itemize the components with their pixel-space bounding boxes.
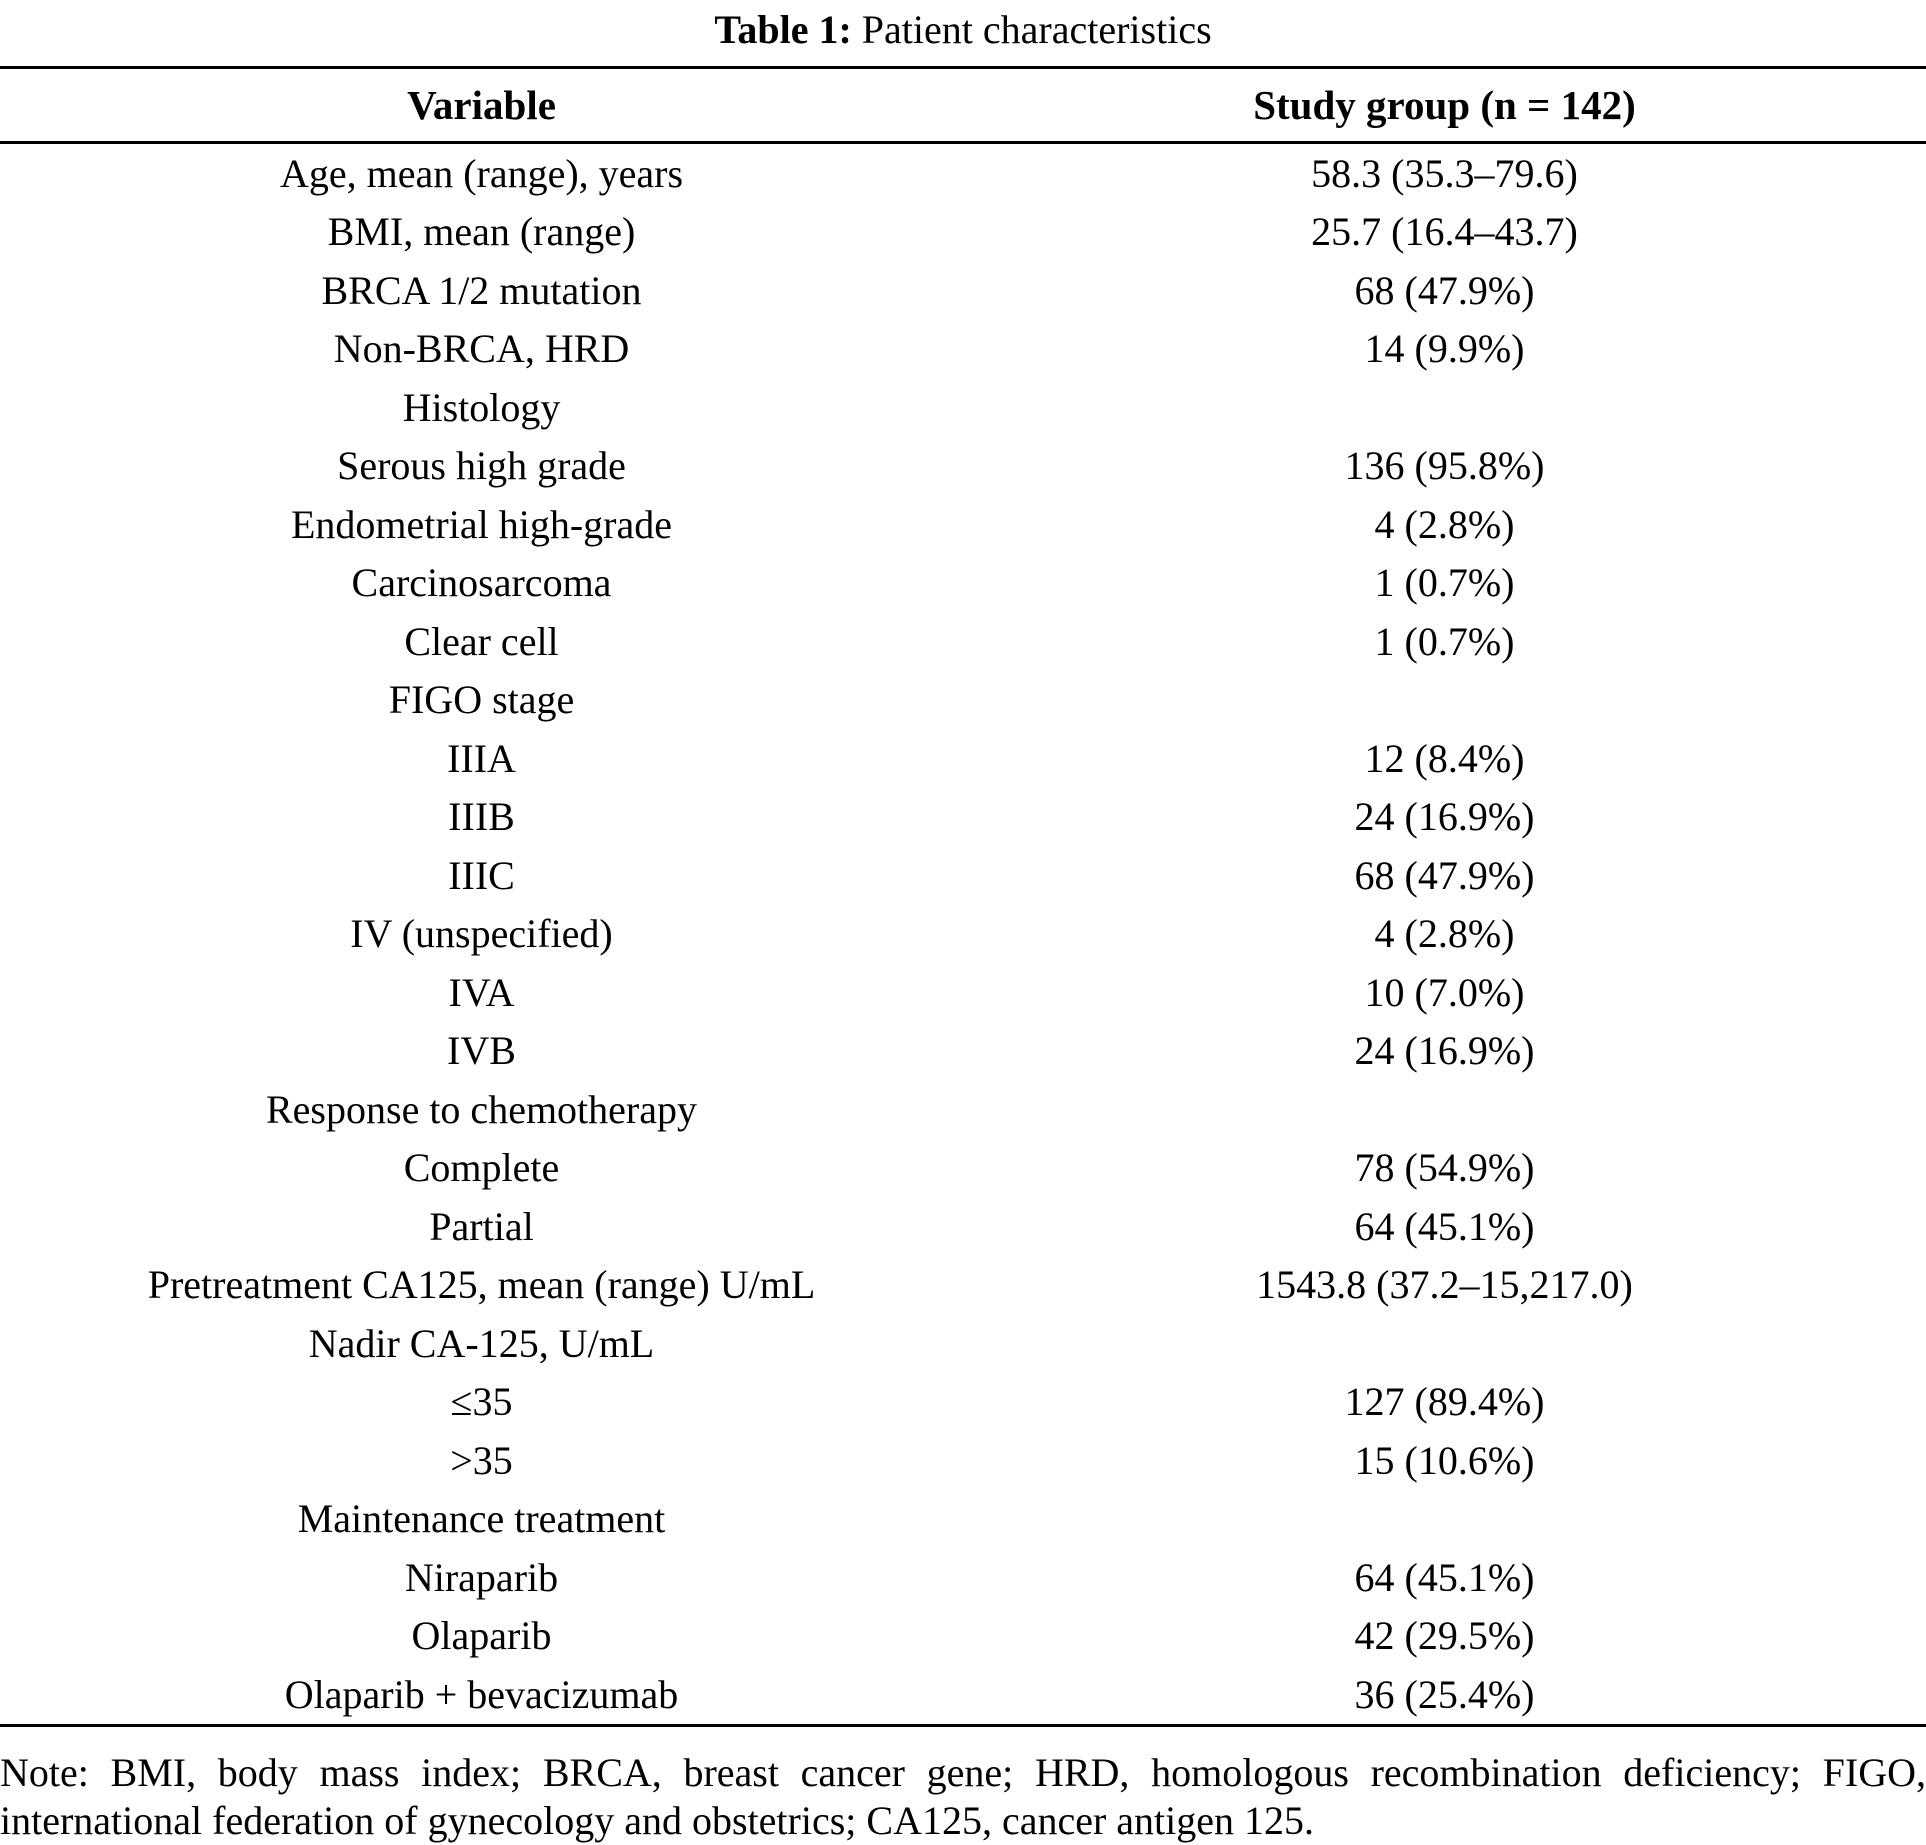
table-row: Olaparib + bevacizumab 36 (25.4%) (0, 1665, 1926, 1725)
variable-cell: Pretreatment CA125, mean (range) U/mL (147, 1262, 816, 1308)
value-cell: 64 (45.1%) (1354, 1203, 1535, 1249)
table-row: IVA 10 (7.0%) (0, 963, 1926, 1022)
table-row: Partial 64 (45.1%) (0, 1197, 1926, 1256)
table-row: Olaparib 42 (29.5%) (0, 1607, 1926, 1666)
variable-cell: Age, mean (range), years (279, 150, 684, 196)
table-row: Histology (0, 378, 1926, 437)
table-row: IV (unspecified) 4 (2.8%) (0, 905, 1926, 964)
table-row: Pretreatment CA125, mean (range) U/mL 15… (0, 1256, 1926, 1315)
table-row: Endometrial high-grade 4 (2.8%) (0, 495, 1926, 554)
value-cell: 15 (10.6%) (1354, 1437, 1535, 1483)
variable-cell: IIIC (448, 852, 515, 898)
note-line-1: Note: BMI, body mass index; BRCA, breast… (0, 1749, 1926, 1795)
table-title: Table 1: Patient characteristics (0, 0, 1926, 66)
value-cell: 1 (0.7%) (1374, 560, 1515, 606)
value-cell: 24 (16.9%) (1354, 794, 1535, 840)
value-cell (963, 671, 1926, 730)
variable-cell: Clear cell (404, 618, 559, 664)
value-cell (963, 1080, 1926, 1139)
variable-cell: IIIB (448, 794, 515, 840)
variable-cell: IVB (447, 1028, 516, 1074)
value-cell: 12 (8.4%) (1364, 735, 1525, 781)
value-cell: 25.7 (16.4–43.7) (1311, 209, 1578, 255)
header-row: Variable Study group (n = 142) (0, 67, 1926, 144)
variable-cell: >35 (450, 1437, 513, 1483)
value-cell: 14 (9.9%) (1364, 326, 1525, 372)
table-row: IIIB 24 (16.9%) (0, 788, 1926, 847)
variable-cell: BRCA 1/2 mutation (321, 267, 642, 313)
variable-cell: Non-BRCA, HRD (333, 326, 630, 372)
value-cell: 42 (29.5%) (1354, 1613, 1535, 1659)
table-row: Serous high grade 136 (95.8%) (0, 437, 1926, 496)
variable-cell: Maintenance treatment (297, 1496, 666, 1542)
table-caption-text: Patient characteristics (861, 7, 1212, 52)
variable-cell: BMI, mean (range) (327, 209, 636, 255)
value-cell: 136 (95.8%) (1344, 443, 1545, 489)
variable-cell: Histology (402, 384, 561, 430)
variable-cell: Nadir CA-125, U/mL (308, 1320, 655, 1366)
value-cell: 4 (2.8%) (1374, 501, 1515, 547)
patient-characteristics-table: Variable Study group (n = 142) Age, mean… (0, 66, 1926, 1727)
value-cell: 68 (47.9%) (1354, 852, 1535, 898)
table-row: Clear cell 1 (0.7%) (0, 612, 1926, 671)
table-header: Variable Study group (n = 142) (0, 67, 1926, 144)
value-cell: 1 (0.7%) (1374, 618, 1515, 664)
table-row: BRCA 1/2 mutation 68 (47.9%) (0, 261, 1926, 320)
table-row: Complete 78 (54.9%) (0, 1139, 1926, 1198)
table-row: IIIC 68 (47.9%) (0, 846, 1926, 905)
value-cell: 64 (45.1%) (1354, 1554, 1535, 1600)
table-row: BMI, mean (range) 25.7 (16.4–43.7) (0, 203, 1926, 262)
variable-cell: IIIA (447, 735, 516, 781)
value-cell (963, 1314, 1926, 1373)
column-header-variable: Variable (0, 67, 963, 144)
table-row: Carcinosarcoma 1 (0.7%) (0, 554, 1926, 613)
table-row: Niraparib 64 (45.1%) (0, 1548, 1926, 1607)
table-number-label: Table 1: (714, 7, 852, 52)
value-cell: 68 (47.9%) (1354, 267, 1535, 313)
table-row: Response to chemotherapy (0, 1080, 1926, 1139)
variable-cell: Olaparib + bevacizumab (284, 1671, 679, 1717)
variable-cell: Niraparib (404, 1554, 559, 1600)
column-header-study-group: Study group (n = 142) (963, 67, 1926, 144)
variable-cell: IVA (448, 969, 515, 1015)
value-cell: 10 (7.0%) (1364, 969, 1525, 1015)
table-note: Note: BMI, body mass index; BRCA, breast… (0, 1749, 1926, 1845)
table-row: FIGO stage (0, 671, 1926, 730)
variable-cell: IV (unspecified) (350, 911, 613, 957)
value-cell: 78 (54.9%) (1354, 1145, 1535, 1191)
table-row: Non-BRCA, HRD 14 (9.9%) (0, 320, 1926, 379)
table-body: Age, mean (range), years 58.3 (35.3–79.6… (0, 143, 1926, 1726)
value-cell (963, 1490, 1926, 1549)
variable-cell: Endometrial high-grade (291, 501, 672, 547)
variable-cell: Response to chemotherapy (266, 1086, 697, 1132)
table-row: >35 15 (10.6%) (0, 1431, 1926, 1490)
table-row: IVB 24 (16.9%) (0, 1022, 1926, 1081)
value-cell: 24 (16.9%) (1354, 1028, 1535, 1074)
note-line-2: international federation of gynecology a… (0, 1797, 1315, 1843)
table-row: IIIA 12 (8.4%) (0, 729, 1926, 788)
variable-cell: Partial (429, 1203, 534, 1249)
value-cell: 36 (25.4%) (1354, 1671, 1535, 1717)
variable-cell: ≤35 (450, 1379, 513, 1425)
value-cell: 1543.8 (37.2–15,217.0) (1256, 1262, 1633, 1308)
value-cell: 4 (2.8%) (1374, 911, 1515, 957)
variable-cell: Carcinosarcoma (351, 560, 612, 606)
value-cell: 58.3 (35.3–79.6) (1311, 150, 1578, 196)
table-row: Maintenance treatment (0, 1490, 1926, 1549)
variable-cell: FIGO stage (388, 677, 575, 723)
variable-cell: Olaparib (411, 1613, 552, 1659)
variable-cell: Complete (403, 1145, 560, 1191)
value-cell: 127 (89.4%) (1344, 1379, 1545, 1425)
table-row: Nadir CA-125, U/mL (0, 1314, 1926, 1373)
value-cell (963, 378, 1926, 437)
table-row: Age, mean (range), years 58.3 (35.3–79.6… (0, 143, 1926, 203)
table-row: ≤35 127 (89.4%) (0, 1373, 1926, 1432)
variable-cell: Serous high grade (337, 443, 626, 489)
